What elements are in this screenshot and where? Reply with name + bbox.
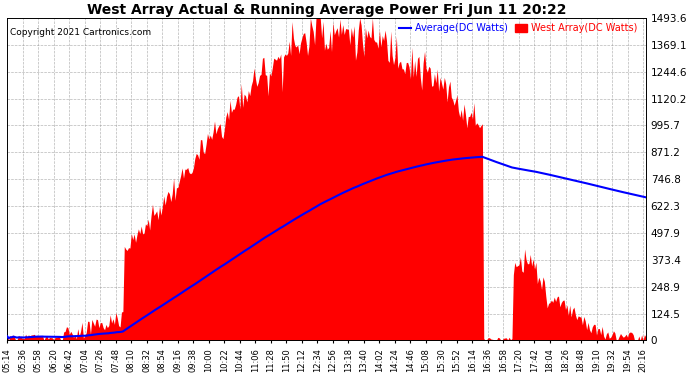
Legend: Average(DC Watts), West Array(DC Watts): Average(DC Watts), West Array(DC Watts) <box>395 20 641 38</box>
Text: Copyright 2021 Cartronics.com: Copyright 2021 Cartronics.com <box>10 28 152 37</box>
Title: West Array Actual & Running Average Power Fri Jun 11 20:22: West Array Actual & Running Average Powe… <box>87 3 566 17</box>
